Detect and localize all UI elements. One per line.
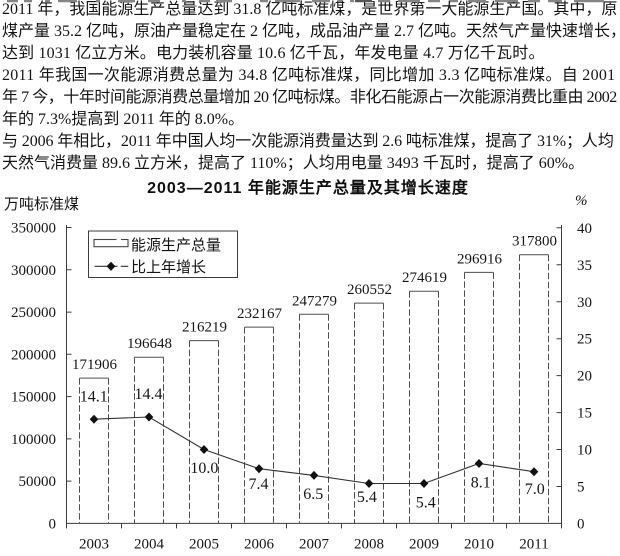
svg-text:5.4: 5.4 bbox=[357, 489, 377, 506]
svg-text:35: 35 bbox=[577, 258, 592, 274]
svg-text:274619: 274619 bbox=[402, 270, 447, 286]
svg-text:296916: 296916 bbox=[457, 251, 503, 267]
svg-text:247279: 247279 bbox=[292, 293, 337, 309]
svg-text:2011: 2011 bbox=[519, 537, 548, 553]
svg-text:50000: 50000 bbox=[19, 474, 57, 490]
svg-text:10.0: 10.0 bbox=[190, 460, 218, 477]
svg-text:2009: 2009 bbox=[409, 537, 439, 553]
svg-text:232167: 232167 bbox=[237, 306, 283, 322]
svg-text:0: 0 bbox=[577, 516, 585, 532]
svg-text:5: 5 bbox=[577, 480, 585, 496]
svg-text:30: 30 bbox=[577, 295, 592, 311]
svg-text:2007: 2007 bbox=[299, 537, 330, 553]
svg-text:350000: 350000 bbox=[11, 221, 56, 237]
svg-text:0: 0 bbox=[49, 516, 57, 532]
svg-text:2004: 2004 bbox=[134, 537, 165, 553]
svg-text:14.4: 14.4 bbox=[135, 386, 163, 403]
svg-text:2008: 2008 bbox=[354, 537, 384, 553]
svg-text:200000: 200000 bbox=[11, 347, 56, 363]
svg-text:171906: 171906 bbox=[72, 357, 118, 373]
svg-text:7.0: 7.0 bbox=[525, 481, 545, 498]
svg-text:10: 10 bbox=[577, 443, 592, 459]
svg-text:2006: 2006 bbox=[244, 537, 275, 553]
svg-text:14.1: 14.1 bbox=[80, 389, 108, 406]
svg-text:7.4: 7.4 bbox=[249, 476, 269, 493]
svg-text:8.1: 8.1 bbox=[471, 475, 491, 492]
svg-text:40: 40 bbox=[577, 221, 592, 237]
svg-text:20: 20 bbox=[577, 369, 592, 385]
svg-text:5.4: 5.4 bbox=[416, 494, 436, 511]
svg-text:196648: 196648 bbox=[127, 336, 172, 352]
svg-text:2003: 2003 bbox=[79, 537, 109, 553]
svg-text:300000: 300000 bbox=[11, 263, 56, 279]
svg-text:317800: 317800 bbox=[512, 234, 557, 250]
svg-text:250000: 250000 bbox=[11, 305, 56, 321]
svg-text:150000: 150000 bbox=[11, 390, 56, 406]
svg-text:6.5: 6.5 bbox=[303, 486, 323, 503]
svg-text:15: 15 bbox=[577, 406, 592, 422]
svg-text:2010: 2010 bbox=[464, 537, 494, 553]
svg-text:%: % bbox=[575, 193, 588, 209]
svg-text:万吨标准煤: 万吨标准煤 bbox=[4, 196, 79, 213]
svg-text:100000: 100000 bbox=[11, 432, 56, 448]
svg-text:25: 25 bbox=[577, 332, 592, 348]
svg-text:260552: 260552 bbox=[347, 282, 392, 298]
svg-text:216219: 216219 bbox=[182, 320, 227, 336]
svg-text:2005: 2005 bbox=[189, 537, 219, 553]
